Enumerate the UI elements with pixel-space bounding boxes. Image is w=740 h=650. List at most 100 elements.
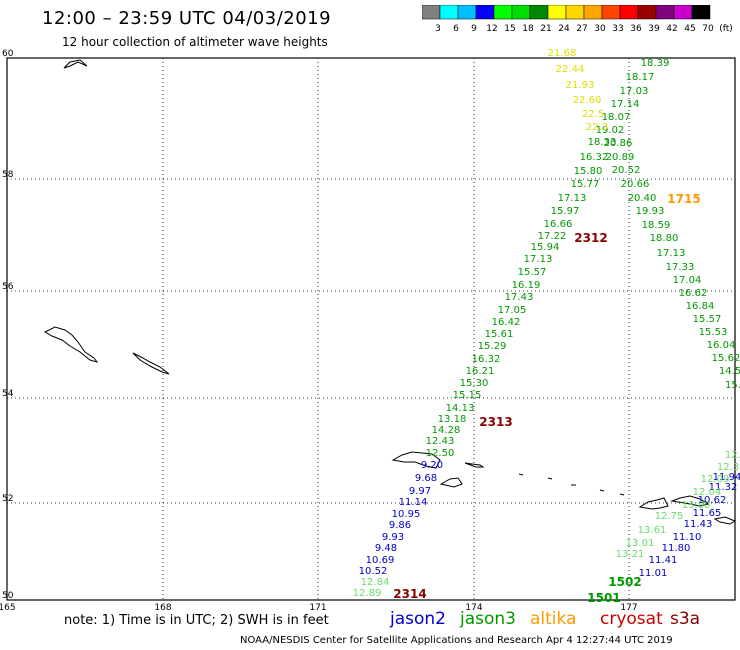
wave-height-label: 9.93 — [382, 532, 404, 543]
wave-height-label: 19.93 — [636, 206, 665, 217]
wave-height-label: 20.66 — [621, 179, 650, 190]
scale-label: 33 — [612, 24, 623, 34]
wave-height-label: 15.94 — [531, 242, 560, 253]
wave-height-label: 20.40 — [628, 193, 657, 204]
lon-label: 171 — [309, 603, 326, 613]
wave-height-label: 9.48 — [375, 543, 397, 554]
color-scale-legend: 3 6 9 12 15 18 21 24 27 30 33 36 39 42 45 70 (ft) — [422, 5, 732, 34]
wave-height-label: 18.33 — [588, 137, 617, 148]
wave-height-label: 13.61 — [638, 525, 667, 536]
wave-height-label: 22.60 — [573, 95, 602, 106]
wave-height-label: 11.94 — [713, 472, 740, 483]
map-title: 12:00 – 23:59 UTC 04/03/2019 — [42, 8, 332, 29]
legend-altika: altika — [530, 609, 577, 629]
track-id-label: 1502 — [608, 575, 641, 589]
wave-height-label: 12.84 — [361, 577, 390, 588]
lon-label: 165 — [0, 603, 16, 613]
scale-label: 70 — [702, 24, 714, 34]
lat-label: 60 — [2, 49, 14, 59]
scale-label: 45 — [684, 24, 695, 34]
wave-height-label: 16.32 — [580, 152, 609, 163]
lat-label: 54 — [2, 389, 14, 399]
scale-label: 6 — [453, 24, 459, 34]
coastline — [391, 451, 441, 469]
scale-label: 12 — [486, 24, 497, 34]
wave-height-label: 17.33 — [666, 262, 695, 273]
wave-height-label: 16.04 — [707, 340, 736, 351]
legend-cryosat: cryosat — [600, 609, 663, 629]
wave-height-label: 18.80 — [650, 233, 679, 244]
coastline — [63, 59, 88, 69]
wave-height-label: 15. — [725, 380, 740, 391]
wave-height-label: 18.17 — [626, 72, 655, 83]
wave-height-label: 17.14 — [611, 99, 640, 110]
scale-swatch — [691, 5, 711, 20]
wave-height-label: 18.07 — [602, 112, 631, 123]
coastline — [464, 462, 485, 468]
scale-label: 27 — [576, 24, 587, 34]
scale-label: 39 — [648, 24, 660, 34]
wave-height-label: 15.57 — [518, 267, 547, 278]
wave-height-label: 16.19 — [512, 280, 541, 291]
track-id-label: 1501 — [587, 591, 620, 605]
wave-height-label: 9.20 — [421, 460, 443, 471]
wave-height-label: 11.80 — [662, 543, 691, 554]
wave-height-label: 22.5 — [582, 109, 604, 120]
wave-height-label: 15.61 — [485, 329, 514, 340]
wave-height-label: 12.04 — [693, 487, 722, 498]
wave-height-label: 21.68 — [548, 48, 577, 59]
scale-label: 42 — [666, 24, 677, 34]
wave-height-label: 16.21 — [466, 366, 495, 377]
track-id-label: 1715 — [667, 192, 700, 206]
wave-height-label: 11.32 — [709, 482, 738, 493]
track-id-label: 2314 — [393, 587, 426, 601]
wave-height-label: 18.39 — [641, 58, 670, 69]
scale-label: 36 — [630, 24, 642, 34]
lat-label: 58 — [2, 170, 14, 180]
wave-height-label: 11.14 — [399, 497, 428, 508]
wave-height-label: 11.43 — [684, 519, 713, 530]
scale-label: (ft) — [719, 24, 732, 34]
scale-label: 9 — [471, 24, 477, 34]
lon-label: 168 — [154, 603, 171, 613]
wave-height-label: 12.43 — [426, 436, 455, 447]
legend-jason3: jason3 — [460, 609, 516, 629]
wave-height-label: 15.77 — [571, 179, 600, 190]
wave-height-label: 15.62 — [712, 353, 740, 364]
wave-height-label: 12.3 — [717, 462, 739, 473]
lat-label: 52 — [2, 494, 13, 504]
wave-height-label: 17.03 — [620, 86, 649, 97]
wave-height-label: 13.80 — [682, 500, 711, 511]
wave-height-label: 16.84 — [686, 301, 715, 312]
wave-height-label: 20.52 — [612, 165, 641, 176]
coastline — [439, 477, 463, 488]
wave-height-label: 20.89 — [606, 152, 635, 163]
credit-line: NOAA/NESDIS Center for Satellite Applica… — [240, 635, 673, 646]
wave-height-label: 19.02 — [596, 125, 625, 136]
wave-height-label: 15.30 — [460, 378, 489, 389]
coastline — [638, 497, 669, 510]
wave-height-label: 16.42 — [492, 317, 521, 328]
coastline — [713, 516, 737, 525]
wave-height-label: 11.65 — [693, 508, 722, 519]
wave-height-label: 12.75 — [655, 511, 684, 522]
wave-height-label: 11.01 — [639, 568, 668, 579]
track-id-label: 2312 — [574, 231, 607, 245]
coastline — [43, 326, 99, 363]
wave-height-label: 12.09 — [701, 474, 730, 485]
wave-height-label: 11.10 — [673, 532, 702, 543]
wave-height-label: 21.93 — [566, 80, 595, 91]
wave-height-label: 15.15 — [453, 390, 482, 401]
legend-jason2: jason2 — [390, 609, 446, 629]
coastline — [670, 495, 710, 507]
wave-height-label: 9.86 — [389, 520, 411, 531]
scale-label: 21 — [540, 24, 551, 34]
wave-height-label: 9.68 — [415, 473, 437, 484]
wave-height-label: 17.13 — [657, 248, 686, 259]
scale-label: 18 — [522, 24, 534, 34]
scale-label: 24 — [558, 24, 570, 34]
wave-height-label: 10.62 — [698, 495, 727, 506]
wave-height-label: 17.13 — [524, 254, 553, 265]
wave-height-label: 17.13 — [558, 193, 587, 204]
wave-height-label: 16.32 — [472, 354, 501, 365]
